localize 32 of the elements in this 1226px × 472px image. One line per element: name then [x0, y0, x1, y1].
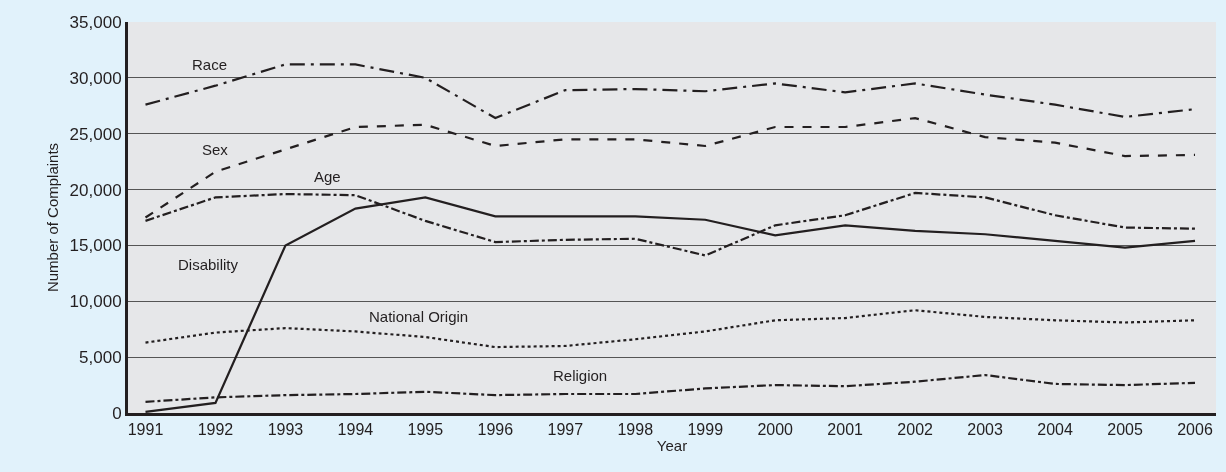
x-tick-label: 1997	[547, 421, 584, 439]
series-label: Age	[314, 168, 341, 185]
x-tick-label: 2000	[757, 421, 794, 439]
x-tick-label: 1996	[477, 421, 514, 439]
y-tick-label: 35,000	[69, 12, 122, 32]
y-axis-title: Number of Complaints	[43, 142, 61, 293]
x-tick-label: 2006	[1177, 421, 1213, 439]
x-tick-label: 2004	[1037, 421, 1073, 439]
x-tick-label: 1992	[197, 421, 234, 439]
x-tick-label: 2003	[967, 421, 1004, 439]
x-tick-label: 1991	[127, 421, 164, 439]
y-tick-label: 5,000	[79, 348, 122, 368]
text: Disability	[178, 256, 239, 273]
x-tick-label: 1995	[407, 421, 444, 439]
x-tick-label: 2005	[1107, 421, 1143, 439]
x-axis-title: Year	[656, 437, 688, 455]
x-tick-label: 1994	[337, 421, 374, 439]
x-tick-label: 2002	[897, 421, 934, 439]
x-tick-label: 1998	[617, 421, 654, 439]
y-tick-label: 10,000	[69, 292, 122, 312]
y-tick-label: 30,000	[69, 68, 122, 88]
y-tick-label: 25,000	[69, 124, 122, 144]
y-tick-label: 15,000	[69, 236, 122, 256]
x-tick-label: 1999	[687, 421, 724, 439]
series-label: National Origin	[369, 308, 469, 325]
x-tick-label: 1993	[267, 421, 304, 439]
series-label: Race	[192, 56, 228, 73]
y-tick-label: 0	[112, 403, 122, 423]
y-tick-label: 20,000	[69, 180, 122, 200]
series-label: Sex	[202, 141, 229, 158]
x-tick-label: 2001	[827, 421, 864, 439]
series-label: Religion	[553, 367, 608, 384]
